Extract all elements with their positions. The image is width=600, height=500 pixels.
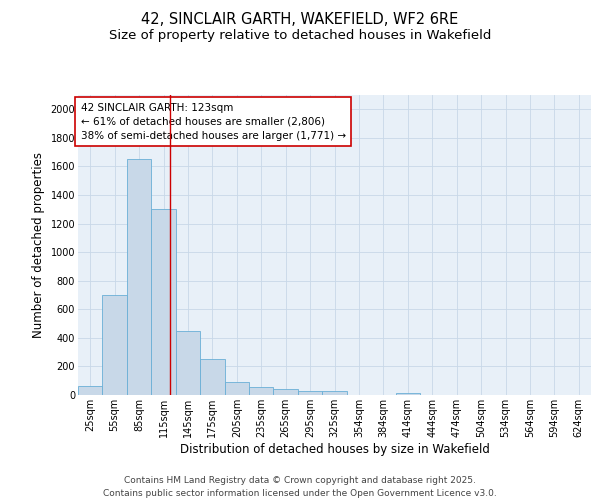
Bar bbox=[298, 390, 322, 395]
Bar bbox=[151, 210, 176, 395]
Bar bbox=[78, 386, 103, 395]
Bar bbox=[249, 387, 274, 395]
Text: 42, SINCLAIR GARTH, WAKEFIELD, WF2 6RE: 42, SINCLAIR GARTH, WAKEFIELD, WF2 6RE bbox=[142, 12, 458, 28]
Bar bbox=[200, 360, 224, 395]
Text: 42 SINCLAIR GARTH: 123sqm
← 61% of detached houses are smaller (2,806)
38% of se: 42 SINCLAIR GARTH: 123sqm ← 61% of detac… bbox=[80, 102, 346, 141]
Bar bbox=[322, 392, 347, 395]
Bar bbox=[176, 330, 200, 395]
Y-axis label: Number of detached properties: Number of detached properties bbox=[32, 152, 45, 338]
Bar bbox=[395, 393, 420, 395]
Bar bbox=[274, 390, 298, 395]
Bar bbox=[224, 382, 249, 395]
Bar bbox=[127, 160, 151, 395]
Bar bbox=[103, 295, 127, 395]
Text: Contains HM Land Registry data © Crown copyright and database right 2025.
Contai: Contains HM Land Registry data © Crown c… bbox=[103, 476, 497, 498]
Text: Size of property relative to detached houses in Wakefield: Size of property relative to detached ho… bbox=[109, 29, 491, 42]
X-axis label: Distribution of detached houses by size in Wakefield: Distribution of detached houses by size … bbox=[179, 442, 490, 456]
